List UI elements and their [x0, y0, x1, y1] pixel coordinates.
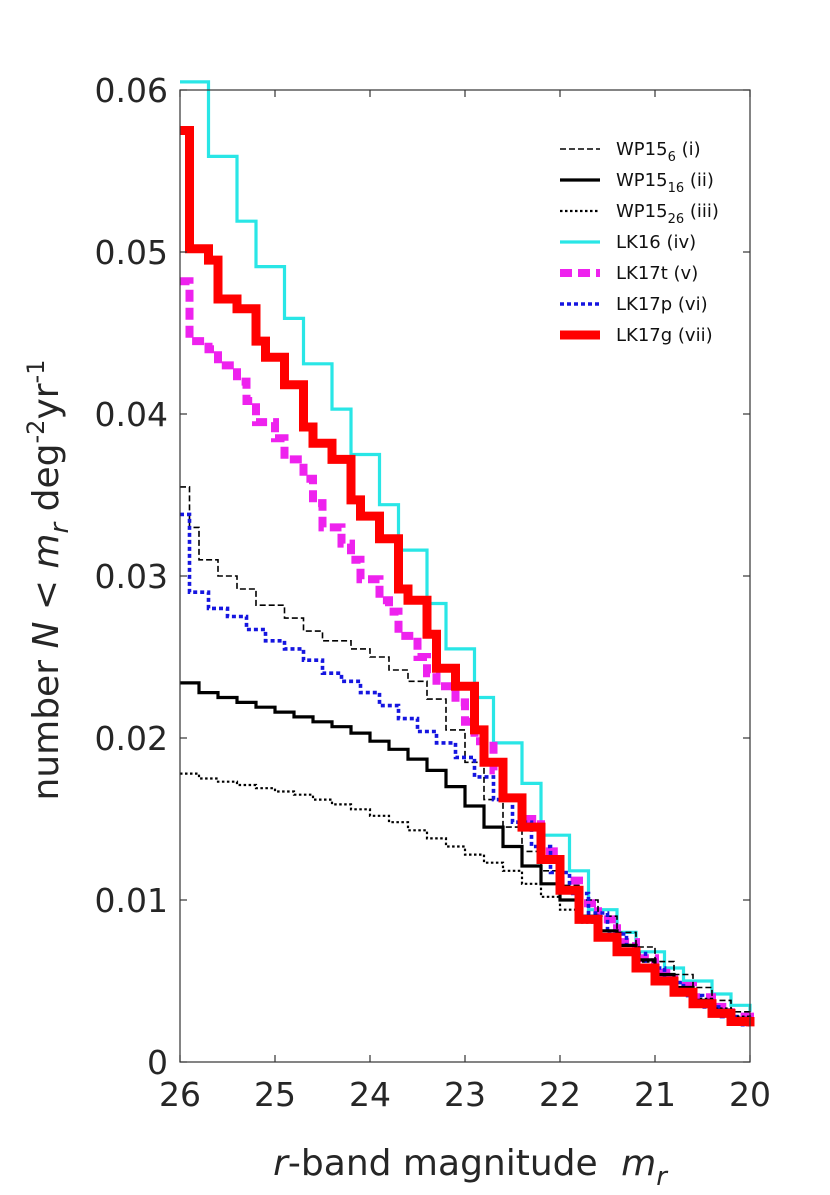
y-title-unit1: deg [26, 443, 67, 522]
y-tick-label: 0.03 [95, 557, 168, 596]
y-tick-label: 0.02 [95, 719, 168, 758]
series-layer [180, 80, 755, 1027]
x-tick-label: 24 [349, 1075, 391, 1114]
legend: WP156 (i) WP1516 (ii) WP1526 (iii) LK16 (iv… [560, 139, 719, 346]
x-tick-label: 22 [539, 1075, 581, 1114]
legend-entry: WP1516 (ii) [616, 170, 714, 196]
x-tick-label: 20 [729, 1075, 771, 1114]
y-tick-label: 0.05 [95, 233, 168, 272]
y-tick-label: 0.06 [95, 71, 168, 110]
series-line-wp156 [180, 486, 751, 1020]
x-axis-title: r-band magnitude mr [273, 1143, 669, 1192]
y-tick-label: 0.01 [95, 881, 168, 920]
x-title-text: -band magnitude [288, 1143, 609, 1184]
x-title-m: m [621, 1143, 656, 1184]
x-tick-label: 21 [634, 1075, 676, 1114]
y-title-m-sub: r [45, 520, 75, 533]
y-axis-title: number N < mr deg-2yr-1 [22, 359, 75, 800]
y-tick-label: 0 [147, 1043, 168, 1082]
legend-entry: LK16 (iv) [616, 232, 696, 253]
y-title-lt: < [26, 569, 67, 622]
legend-entry: WP156 (i) [616, 139, 701, 165]
x-tick-label: 25 [254, 1075, 296, 1114]
x-title-r: r [273, 1143, 290, 1184]
series-line-lk17t [180, 277, 754, 1024]
legend-entry: LK17g (vii) [616, 325, 713, 346]
y-title-unit2-sup: -1 [22, 359, 50, 383]
y-title-N: N [26, 622, 67, 649]
y-title-m: m [26, 533, 67, 568]
y-title-prefix: number [26, 649, 67, 801]
y-title-unit1-sup: -2 [22, 420, 50, 444]
x-title-sub: r [656, 1162, 669, 1192]
series-line-wp1526 [180, 772, 752, 1024]
legend-entry: LK17p (vi) [616, 294, 708, 315]
x-tick-label: 23 [444, 1075, 486, 1114]
series-line-lk17g [180, 126, 755, 1027]
legend-entry: WP1526 (iii) [616, 201, 719, 227]
y-tick-label: 0.04 [95, 395, 168, 434]
y-title-unit2: yr [26, 383, 67, 419]
series-line-lk17p [180, 512, 750, 1027]
ticks-layer: 26 25 24 23 22 21 20 0 0.01 0.02 0.03 0.04 0.05 0.06 [95, 71, 771, 1114]
x-tick-label: 26 [159, 1075, 201, 1114]
legend-entry: LK17t (v) [616, 263, 698, 284]
